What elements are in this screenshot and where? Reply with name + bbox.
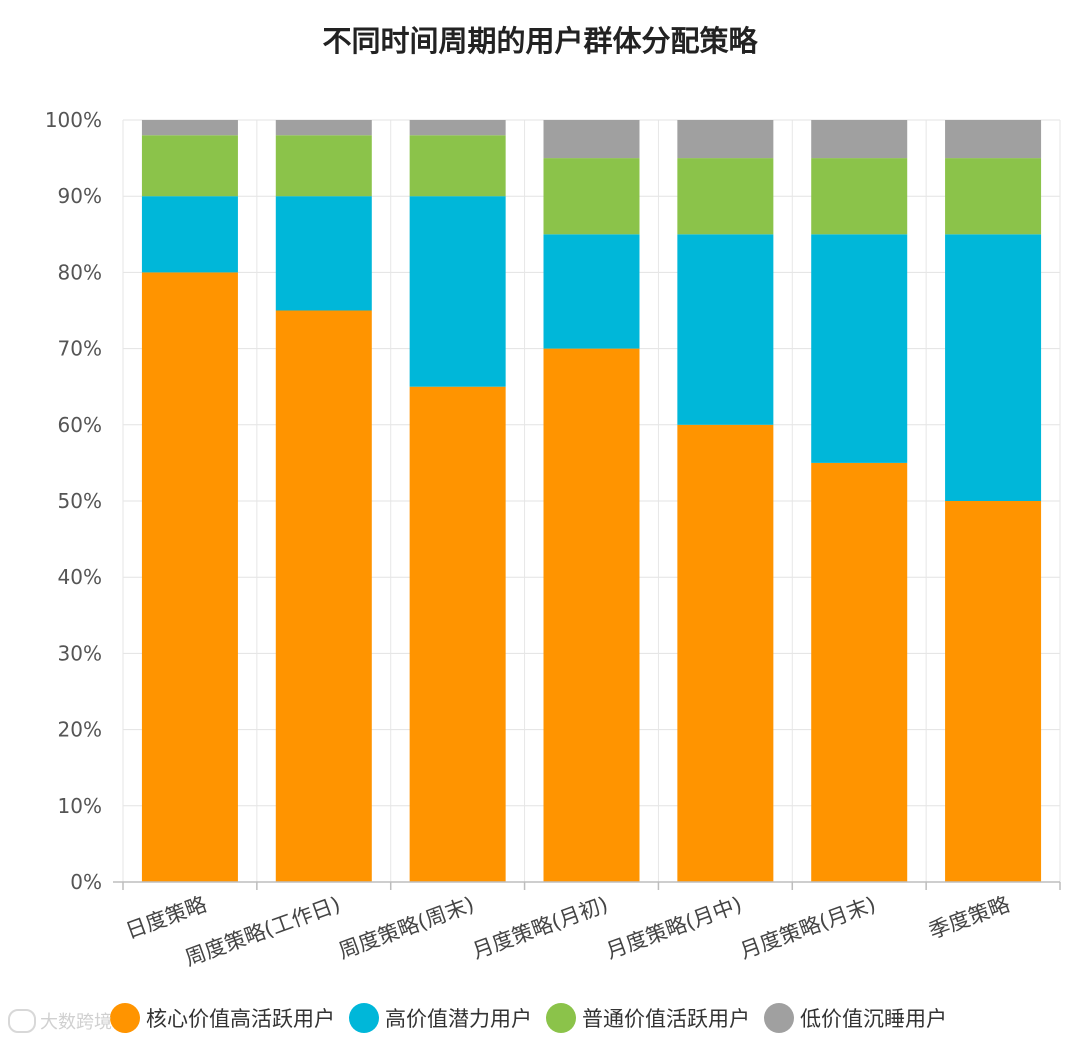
bar-segment: [141, 120, 238, 136]
y-tick-label: 70%: [58, 337, 102, 361]
legend-label: 普通价值活跃用户: [582, 1007, 750, 1031]
bar-segment: [141, 196, 238, 273]
bar-segment: [409, 386, 506, 882]
bar-segment: [409, 135, 506, 197]
legend-swatch: [546, 1003, 576, 1033]
bar-segment: [945, 501, 1042, 882]
bar-segment: [543, 158, 640, 235]
bar-segment: [275, 196, 372, 311]
x-tick-label: 周度策略(工作日): [182, 892, 344, 970]
bar-segment: [141, 135, 238, 197]
y-tick-label: 10%: [58, 794, 102, 818]
watermark: 大数跨境: [8, 1008, 112, 1034]
legend-swatch: [349, 1003, 379, 1033]
axes: [113, 881, 1061, 890]
legend-swatch: [764, 1003, 794, 1033]
x-tick-label: 月度策略(月末): [737, 892, 879, 963]
bar-segment: [409, 196, 506, 387]
chart-title: 不同时间周期的用户群体分配策略: [322, 24, 758, 58]
bar-segment: [677, 424, 774, 882]
bar-segment: [543, 348, 640, 883]
x-tick-label: 月度策略(月初): [469, 892, 611, 963]
y-tick-label: 90%: [58, 184, 102, 208]
legend-label: 核心价值高活跃用户: [146, 1007, 335, 1031]
legend-item: 高价值潜力用户: [349, 1003, 532, 1033]
y-tick-label: 0%: [70, 870, 102, 894]
legend-label: 高价值潜力用户: [385, 1007, 532, 1031]
y-tick-label: 20%: [58, 718, 102, 742]
y-tick-label: 40%: [58, 565, 102, 589]
legend: 核心价值高活跃用户 高价值潜力用户 普通价值活跃用户 低价值沉睡用户: [110, 998, 947, 1038]
stacked-bar-chart: 0%10%20%30%40%50%60%70%80%90%100%日度策略周度策…: [45, 108, 1061, 971]
bar-segment: [543, 234, 640, 349]
bar-segment: [811, 120, 908, 159]
bar-segment: [677, 120, 774, 159]
watermark-logo-icon: [8, 1009, 36, 1033]
bar-segment: [409, 120, 506, 136]
bar-segment: [811, 158, 908, 235]
bar-segment: [811, 234, 908, 463]
legend-label: 低价值沉睡用户: [800, 1007, 947, 1031]
y-tick-label: 30%: [58, 641, 102, 665]
bar-segment: [945, 234, 1042, 502]
y-tick-label: 100%: [45, 108, 102, 132]
legend-item: 普通价值活跃用户: [546, 1003, 750, 1033]
bar-segment: [811, 462, 908, 882]
bar-segment: [141, 272, 238, 882]
bar-segment: [945, 158, 1042, 235]
bar-segment: [945, 120, 1042, 159]
y-tick-label: 50%: [58, 489, 102, 513]
watermark-text: 大数跨境: [40, 1012, 112, 1033]
legend-swatch: [110, 1003, 140, 1033]
y-tick-label: 60%: [58, 413, 102, 437]
bar-segment: [275, 310, 372, 882]
x-tick-label: 周度策略(周末): [335, 892, 477, 963]
legend-item: 核心价值高活跃用户: [110, 1003, 335, 1033]
bar-segment: [275, 120, 372, 136]
bars: [141, 120, 1042, 883]
bar-segment: [677, 158, 774, 235]
x-tick-label: 日度策略: [122, 892, 209, 943]
legend-item: 低价值沉睡用户: [764, 1003, 947, 1033]
bar-segment: [543, 120, 640, 159]
y-tick-label: 80%: [58, 260, 102, 284]
x-tick-label: 月度策略(月中): [603, 892, 745, 963]
x-tick-label: 季度策略: [926, 892, 1013, 943]
bar-segment: [677, 234, 774, 425]
bar-segment: [275, 135, 372, 197]
